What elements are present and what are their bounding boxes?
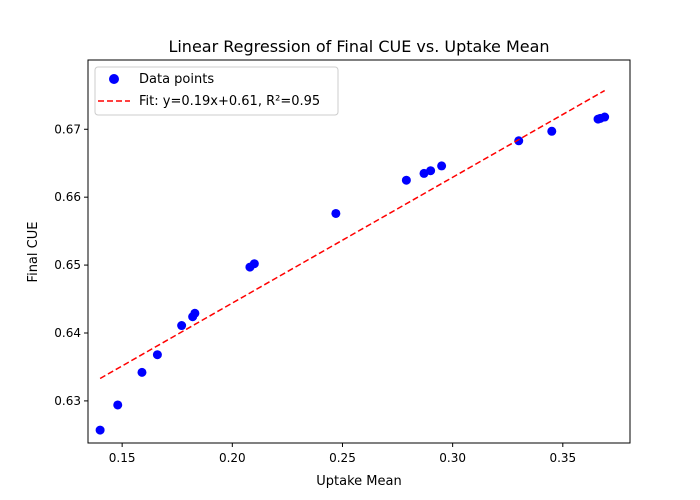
data-point [190,308,200,318]
y-tick-label: 0.65 [54,258,81,272]
x-axis-label: Uptake Mean [316,474,401,489]
x-tick-label: 0.30 [439,451,466,465]
y-axis: 0.63 0.64 0.65 0.66 0.67 [54,122,88,408]
fit-line [99,89,606,380]
data-point [514,136,524,146]
data-point [177,321,187,331]
x-tick-label: 0.15 [109,451,136,465]
legend-frame [94,66,339,116]
data-point [137,367,147,377]
plot-area [87,59,631,444]
chart-title: Linear Regression of Final CUE vs. Uptak… [168,37,549,56]
data-point [401,175,411,185]
legend-label-fit: Fit: y=0.19x+0.61, R²=0.95 [139,94,320,109]
y-tick-label: 0.67 [54,122,81,136]
data-point [600,112,610,122]
x-tick-label: 0.20 [219,451,246,465]
data-point [113,400,123,410]
plot-frame [87,59,631,444]
data-point [152,350,162,360]
data-point [249,259,259,269]
legend: Data points Fit: y=0.19x+0.61, R²=0.95 [94,66,339,116]
data-point [331,208,341,218]
data-point [426,166,436,176]
data-point [437,161,447,171]
y-tick-label: 0.66 [54,190,81,204]
y-tick-label: 0.64 [54,326,81,340]
data-point [95,425,105,435]
x-tick-label: 0.35 [549,451,576,465]
y-axis-label: Final CUE [26,222,41,283]
x-tick-label: 0.25 [329,451,356,465]
x-axis: 0.15 0.20 0.25 0.30 0.35 [109,443,576,465]
legend-label-data-points: Data points [139,72,214,87]
y-tick-label: 0.63 [54,394,81,408]
data-point [547,126,557,136]
chart-marks [95,89,610,435]
legend-marker-data-points [109,74,119,84]
